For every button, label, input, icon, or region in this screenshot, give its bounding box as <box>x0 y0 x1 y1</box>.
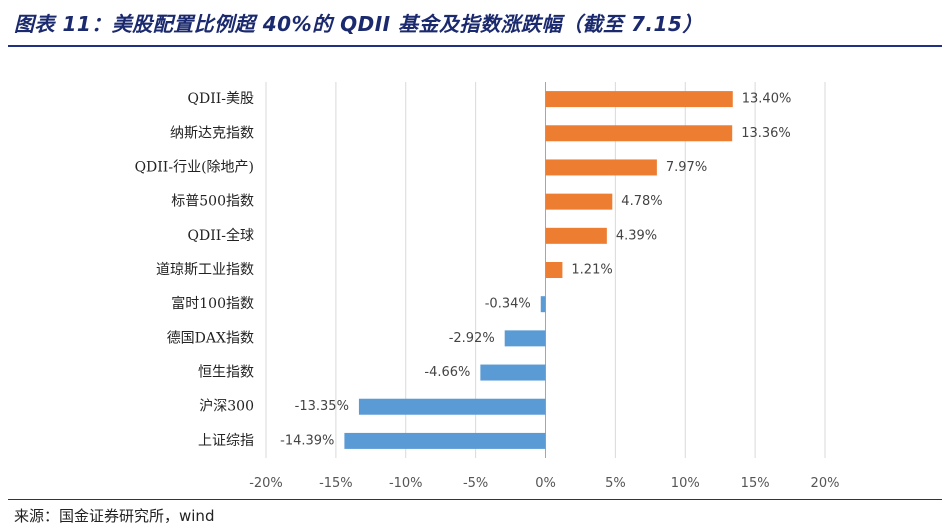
x-tick-label: -5% <box>463 476 488 491</box>
category-label: QDII-行业(除地产) <box>135 159 254 175</box>
category-label: 沪深300 <box>199 399 254 415</box>
x-tick-label: -10% <box>389 476 423 491</box>
bar <box>545 193 613 210</box>
figure-source: 来源：国金证券研究所，wind <box>14 507 215 525</box>
x-tick-label: 10% <box>671 476 700 491</box>
bar <box>545 227 607 244</box>
bar <box>545 159 657 176</box>
x-tick-label: -20% <box>249 476 283 491</box>
value-label: -4.66% <box>424 365 470 380</box>
category-label: 上证综指 <box>198 433 254 449</box>
category-label: 恒生指数 <box>198 365 254 381</box>
bar <box>504 330 546 347</box>
category-label: 富时100指数 <box>171 295 254 312</box>
value-label: -2.92% <box>449 331 495 346</box>
value-label: 13.40% <box>742 92 792 107</box>
x-tick-label: 20% <box>811 476 840 491</box>
category-label: 标普500指数 <box>171 194 254 210</box>
category-label: 道琼斯工业指数 <box>156 262 254 278</box>
x-tick-label: 0% <box>535 476 556 491</box>
bar <box>540 296 546 313</box>
bars <box>344 91 733 449</box>
category-label: QDII-全球 <box>188 227 255 244</box>
value-label: 1.21% <box>571 263 612 278</box>
bar <box>480 364 546 381</box>
value-label: 13.36% <box>741 126 791 141</box>
bar <box>358 398 546 415</box>
value-labels: 13.40% 13.36% 7.97% 4.78% 4.39% 1.21% -0.34% -2… <box>280 92 791 449</box>
category-label: 德国DAX指数 <box>167 330 254 346</box>
value-label: -14.39% <box>280 433 334 448</box>
category-label: 纳斯达克指数 <box>170 125 254 141</box>
value-label: 4.78% <box>621 194 662 209</box>
figure-title: 图表 11：美股配置比例超 40%的 QDII 基金及指数涨跌幅（截至 7.15… <box>14 12 703 36</box>
value-label: 4.39% <box>616 228 657 243</box>
bar <box>344 432 546 449</box>
bar <box>545 262 563 278</box>
grid-lines <box>265 82 826 458</box>
title-rule <box>8 45 942 47</box>
category-label: QDII-美股 <box>188 91 255 107</box>
value-label: -13.35% <box>295 399 349 414</box>
bar <box>545 125 733 142</box>
x-axis-ticks: -20% -15% -10% -5% 0% 5% 10% 15% 20% <box>249 476 839 491</box>
source-rule <box>8 499 942 500</box>
x-tick-label: -15% <box>319 476 353 491</box>
x-tick-label: 5% <box>605 476 626 491</box>
value-label: 7.97% <box>666 160 707 175</box>
x-tick-label: 15% <box>741 476 770 491</box>
bar <box>545 91 733 108</box>
value-label: -0.34% <box>485 297 531 312</box>
